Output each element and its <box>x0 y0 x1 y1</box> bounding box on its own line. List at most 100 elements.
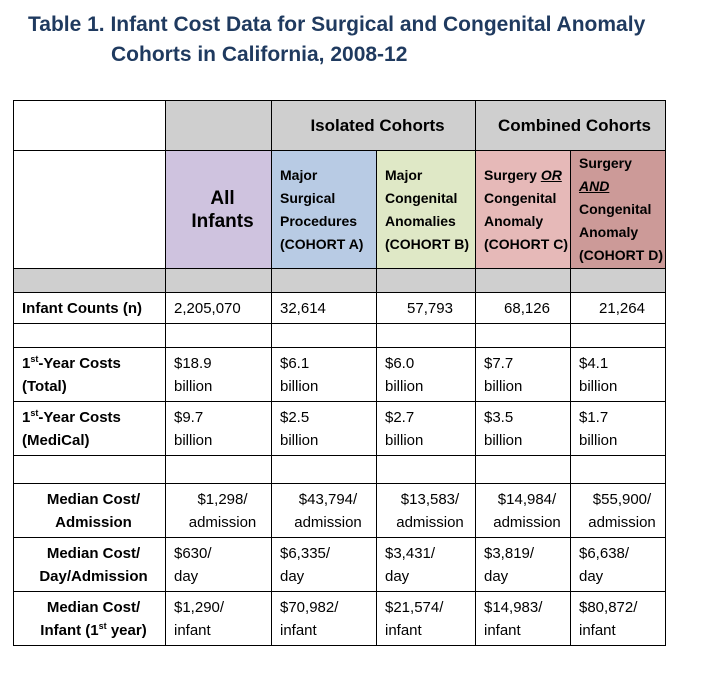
cell-line: day <box>484 567 509 585</box>
all-infants-header: All Infants <box>165 150 272 269</box>
table-cell: $7.7 billion <box>475 347 571 402</box>
table-cell: $6,335/day <box>271 537 377 592</box>
table-cell: $13,583/admission <box>376 483 476 538</box>
cell-line: $1,298/ <box>197 490 248 508</box>
label-sup: st <box>30 407 39 418</box>
blank-row <box>13 455 666 484</box>
cell-line: $7.7 <box>484 354 514 372</box>
label-column-header <box>13 150 166 269</box>
row-label: Median Cost/Admission <box>13 483 166 538</box>
cohort-b-header-line3: Anomalies <box>385 212 456 229</box>
cell-line: infant <box>579 621 616 639</box>
cell-line: $1.7 <box>579 408 609 426</box>
table-cell: 32,614 <box>271 292 377 324</box>
corner-cell <box>13 100 166 151</box>
group-header-blank <box>165 100 272 151</box>
blank-cell <box>13 323 166 348</box>
row-label: Median Cost/Day/Admission <box>13 537 166 592</box>
cell-line: admission <box>294 513 362 531</box>
cell-line: infant <box>484 621 521 639</box>
table-cell: $1.7 billion <box>570 401 666 456</box>
all-infants-header-line1: All <box>210 187 235 209</box>
blank-cell <box>271 455 377 484</box>
cell-line: infant <box>385 621 422 639</box>
cell-line: billion <box>174 431 213 449</box>
label-part: Median Cost/ <box>46 490 141 508</box>
table-cell: $630/day <box>165 537 272 592</box>
table-cell: 68,126 <box>475 292 571 324</box>
table-cell: $6.1 billion <box>271 347 377 402</box>
table-title: Table 1. Infant Cost Data for Surgical a… <box>28 10 645 70</box>
table-cell: 21,264 <box>570 292 666 324</box>
cell-line: $2.7 <box>385 408 415 426</box>
blank-row <box>13 323 666 348</box>
cohort-d-header-pre: Surgery <box>579 155 632 171</box>
spacer-cell <box>271 268 377 293</box>
cell-line: day <box>579 567 604 585</box>
cell-line: $3,819/ <box>484 544 535 562</box>
row-label: Median Cost/Infant (1st year) <box>13 591 166 646</box>
isolated-cohorts-header: Isolated Cohorts <box>271 100 476 151</box>
cell-line: $630/ <box>174 544 212 562</box>
cohort-b-header: Major Congenital Anomalies (COHORT B) <box>376 150 476 269</box>
cell-line: $9.7 <box>174 408 204 426</box>
table-cell: $1,298/admission <box>165 483 272 538</box>
cohort-d-header-line5: (COHORT D) <box>579 247 663 263</box>
spacer-cell <box>13 268 166 293</box>
cell-line: infant <box>280 621 317 639</box>
cell-line: $55,900/ <box>592 490 652 508</box>
cohort-c-header-line3: Anomaly <box>484 212 544 229</box>
blank-cell <box>165 455 272 484</box>
cohort-d-header-and: AND <box>579 178 610 194</box>
cell-line: $14,984/ <box>497 490 557 508</box>
cohort-c-header-pre: Surgery <box>484 166 541 183</box>
cohort-b-header-line2: Congenital <box>385 189 458 206</box>
cohort-c-header-line4: (COHORT C) <box>484 235 568 252</box>
table-cell: $14,983/infant <box>475 591 571 646</box>
blank-cell <box>475 323 571 348</box>
blank-cell <box>376 455 476 484</box>
table-cell: $3.5 billion <box>475 401 571 456</box>
cohort-b-header-line4: (COHORT B) <box>385 235 469 252</box>
cell-line: $70,982/ <box>280 598 339 616</box>
cell-line: $6,638/ <box>579 544 630 562</box>
label-part: Median Cost/ <box>46 544 141 562</box>
cohort-c-header-or: OR <box>540 166 562 183</box>
cell-line: $4.1 <box>579 354 609 372</box>
median-day-row: Median Cost/Day/Admission $630/day $6,33… <box>13 537 666 592</box>
cohort-d-header-line4: Anomaly <box>579 224 639 240</box>
cohort-a-header: Major Surgical Procedures (COHORT A) <box>271 150 377 269</box>
cell-line: infant <box>174 621 211 639</box>
blank-cell <box>570 455 666 484</box>
label-part: year) <box>106 621 147 639</box>
table-cell: $55,900/admission <box>570 483 666 538</box>
cell-line: $3.5 <box>484 408 514 426</box>
label-sup: st <box>30 353 39 364</box>
total-costs-row: 1st-Year Costs (Total) $18.9 billion $6.1 b… <box>13 347 666 402</box>
cell-line: day <box>280 567 305 585</box>
table-title-line1: Table 1. Infant Cost Data for Surgical a… <box>28 13 646 36</box>
label-part: -Year Costs <box>38 354 121 372</box>
combined-cohorts-header: Combined Cohorts <box>475 100 666 151</box>
table-cell: $4.1 billion <box>570 347 666 402</box>
cell-line: $1,290/ <box>174 598 225 616</box>
table-cell: $14,984/admission <box>475 483 571 538</box>
table-cell: $2.7 billion <box>376 401 476 456</box>
blank-cell <box>271 323 377 348</box>
cohort-c-header-line2: Congenital <box>484 189 557 206</box>
label-part: Median Cost/ <box>46 598 141 616</box>
table-cell: $2.5 billion <box>271 401 377 456</box>
cohort-d-header: Surgery AND Congenital Anomaly (COHORT D… <box>570 150 666 269</box>
cell-line: billion <box>280 431 319 449</box>
cell-line: admission <box>588 513 656 531</box>
cell-line: admission <box>493 513 561 531</box>
table-cell: $21,574/infant <box>376 591 476 646</box>
cohort-a-header-line3: Procedures <box>280 212 358 229</box>
table-cell: 2,205,070 <box>165 292 272 324</box>
label-sup: st <box>98 620 107 631</box>
cell-line: billion <box>280 377 319 395</box>
spacer-cell <box>165 268 272 293</box>
row-label: 1st-Year Costs (MediCal) <box>13 401 166 456</box>
table-cell: $6,638/day <box>570 537 666 592</box>
blank-cell <box>13 455 166 484</box>
